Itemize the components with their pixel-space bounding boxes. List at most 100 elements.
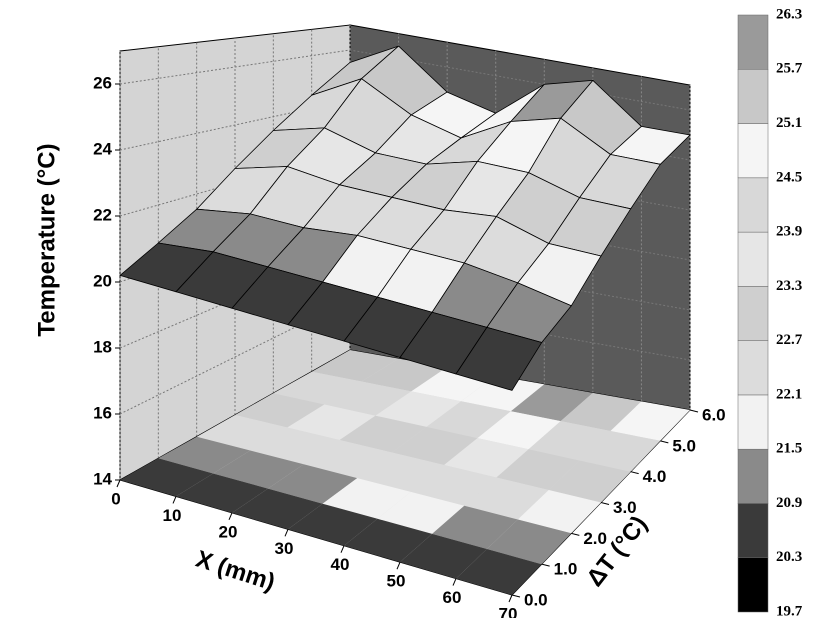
colorbar-band: [737, 340, 769, 396]
x-tick-label: 30: [275, 539, 294, 558]
floor-contour: [486, 519, 572, 565]
floor-contour: [361, 358, 448, 392]
x-tick-label: 70: [499, 604, 518, 618]
floor-contour: [273, 371, 362, 405]
y-tick-label: 1.0: [554, 560, 578, 579]
colorbar-label: 21.5: [776, 441, 802, 457]
colorbar-band: [737, 557, 769, 613]
floor-contour: [517, 490, 601, 534]
colorbar-label: 25.1: [776, 115, 802, 131]
floor-contour: [528, 421, 611, 461]
floor-contour: [322, 478, 411, 519]
floor-contour: [426, 401, 511, 439]
colorbar-band: [737, 14, 769, 70]
x-tick-label: 50: [387, 572, 406, 591]
x-tick: [116, 479, 121, 488]
floor-contour: [391, 426, 478, 465]
colorbar-band: [737, 231, 769, 287]
floor-contour: [410, 465, 497, 506]
y-tick: [511, 594, 521, 598]
y-tick-label: 5.0: [672, 436, 696, 455]
z-tick-label: 22: [93, 205, 112, 224]
x-tick-label: 40: [331, 555, 350, 574]
floor-contour: [464, 477, 549, 520]
colorbar-label: 24.5: [776, 169, 802, 185]
colorbar-band: [737, 123, 769, 179]
colorbar-band: [737, 394, 769, 450]
floor-contour: [357, 452, 445, 492]
floor-contour: [496, 449, 580, 490]
y-tick: [600, 502, 610, 505]
colorbar-band: [737, 286, 769, 341]
z-tick-label: 20: [93, 271, 112, 290]
floor-contour: [344, 518, 433, 563]
x-axis-label: X (mm): [193, 545, 279, 596]
x-tick: [508, 594, 513, 603]
z-tick-label: 16: [93, 403, 112, 422]
floor-contour: [311, 350, 399, 382]
colorbar-label: 23.3: [776, 278, 802, 294]
floor-contour: [303, 440, 392, 479]
y-tick-label: 2.0: [583, 529, 607, 548]
surface-patch: [455, 326, 543, 391]
z-axis-label: Temperature (°C): [33, 143, 60, 336]
floor-contour: [477, 411, 561, 450]
floor-contour: [610, 401, 690, 441]
y-tick-label: 6.0: [702, 405, 726, 424]
colorbar-label: 20.9: [776, 495, 802, 511]
floor-contour: [456, 549, 542, 595]
colorbar-band: [737, 69, 769, 124]
floor-contour: [377, 491, 465, 534]
floor-contour: [232, 488, 323, 530]
colorbar-label: 20.3: [776, 549, 802, 565]
colorbar-label: 19.7: [776, 603, 803, 618]
y-tick: [660, 440, 669, 444]
z-tick-label: 18: [93, 337, 112, 356]
y-tick-label: 0.0: [524, 590, 548, 609]
floor-contour: [400, 533, 487, 579]
floor-contour: [461, 375, 545, 412]
floor-contour: [324, 381, 412, 416]
colorbar-label: 26.3: [776, 6, 802, 22]
floor-contour: [444, 438, 529, 478]
y-tick: [630, 471, 639, 475]
floor-contour: [510, 384, 593, 422]
floor-contour: [196, 415, 288, 451]
x-tick: [228, 512, 233, 521]
colorbar-label: 22.7: [776, 332, 803, 348]
x-tick-label: 10: [163, 506, 182, 525]
floor-contour: [288, 503, 378, 546]
y-axis-label: ΔT (°C): [581, 511, 652, 592]
y-tick: [689, 409, 699, 413]
floor-contour: [213, 450, 304, 489]
z-tick-label: 14: [93, 469, 112, 488]
x-tick: [284, 529, 289, 537]
y-tick-label: 4.0: [643, 467, 667, 486]
floor-contour: [120, 458, 214, 497]
floor-contour: [176, 473, 268, 513]
y-tick: [541, 563, 550, 567]
colorbar-band: [737, 448, 769, 504]
floor-contour: [287, 404, 376, 440]
x-tick: [172, 496, 177, 504]
floor-contour: [579, 431, 661, 472]
floor-contour: [432, 505, 518, 549]
floor-contour: [560, 392, 642, 431]
colorbar-label: 23.9: [776, 224, 802, 240]
x-tick: [452, 578, 457, 586]
floor-contour: [250, 427, 340, 465]
floor-contour: [339, 415, 427, 453]
floor-contour: [235, 393, 325, 428]
floor-contour: [375, 391, 462, 427]
z-tick-label: 26: [93, 73, 112, 92]
y-tick-label: 3.0: [613, 498, 637, 517]
colorbar-band: [737, 503, 769, 558]
z-tick-label: 24: [93, 139, 112, 158]
x-tick-label: 0: [111, 489, 120, 508]
x-tick: [396, 561, 401, 570]
floor-contour: [548, 460, 631, 503]
floor-contour: [267, 464, 358, 504]
x-tick: [340, 545, 345, 553]
colorbar-label: 22.1: [776, 386, 802, 402]
x-tick-label: 60: [443, 588, 462, 607]
